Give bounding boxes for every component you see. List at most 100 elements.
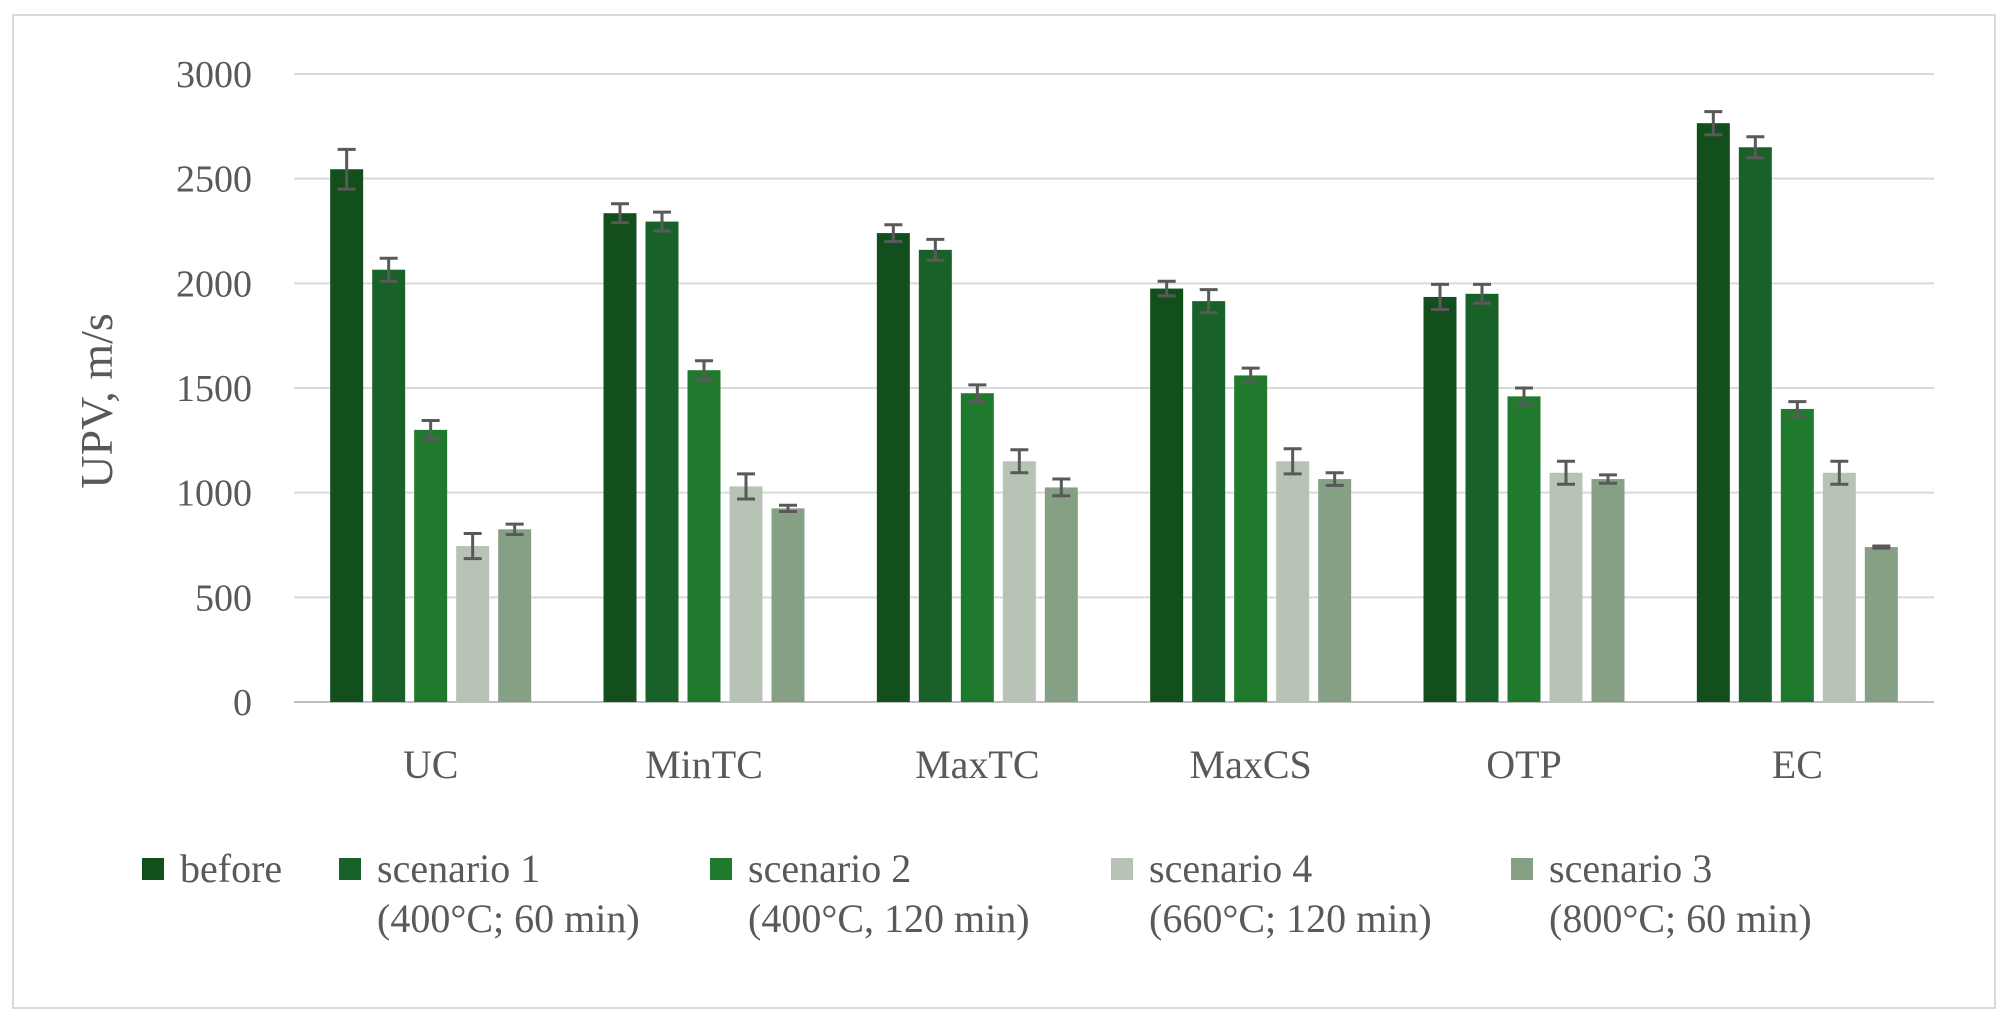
legend-item: scenario 3 (800°C; 60 min) [1511, 846, 1812, 941]
bar [1822, 472, 1856, 702]
error-bar [884, 223, 903, 243]
bar [1591, 479, 1625, 702]
legend-label: (800°C; 60 min) [1549, 896, 1812, 941]
error-bar [611, 202, 629, 225]
legend: before scenario 1(400°C; 60 min)scenario … [142, 846, 1812, 941]
bar [1044, 487, 1078, 702]
bar [1507, 396, 1541, 702]
x-category-label: MinTC [645, 742, 763, 787]
error-bar [926, 237, 945, 262]
bar [1002, 461, 1036, 702]
legend-label: before [180, 846, 282, 891]
bar [603, 213, 637, 702]
bar [330, 169, 364, 702]
bar [771, 508, 805, 702]
bar [1150, 288, 1184, 702]
x-category-label: MaxTC [915, 742, 1039, 787]
legend-label: scenario 1 [377, 846, 540, 891]
error-bar [1283, 447, 1302, 476]
gridlines [294, 73, 1934, 703]
error-bar [1830, 459, 1849, 486]
error-bar [421, 418, 440, 441]
error-bar [337, 147, 356, 191]
error-bar [505, 522, 524, 537]
bar [1864, 547, 1898, 702]
x-category-label: MaxCS [1190, 742, 1312, 787]
bar [876, 233, 910, 703]
chart-frame: 0 500 1000 1500 2000 2500 3000 UC MinTC MaxTC Max… [12, 14, 1996, 1009]
bar [1423, 296, 1457, 702]
error-bar [463, 531, 482, 561]
x-category-label: EC [1772, 742, 1823, 787]
error-bar [1788, 400, 1807, 418]
y-tick-label: 500 [195, 577, 252, 619]
error-bar [653, 210, 671, 233]
y-tick-label: 0 [233, 682, 252, 724]
error-bar [1325, 471, 1344, 487]
bar [1780, 408, 1814, 702]
error-bar [379, 256, 398, 283]
bar [918, 249, 952, 702]
bar [1276, 461, 1310, 702]
legend-label: scenario 2 [748, 846, 911, 891]
error-bar [1515, 386, 1533, 407]
legend-label: (400°C, 120 min) [748, 896, 1030, 941]
legend-item: scenario 2 (400°C, 120 min) [710, 846, 1030, 941]
y-tick-label: 1500 [176, 368, 252, 410]
error-bar [1872, 544, 1891, 550]
y-axis-title: UPV, m/s [71, 313, 122, 489]
error-bar [737, 472, 755, 501]
error-bar [1157, 279, 1176, 298]
error-bar [779, 503, 797, 514]
bar [1738, 147, 1772, 702]
y-tick-label: 3000 [176, 54, 252, 96]
legend-swatch [1111, 858, 1133, 880]
bar [687, 370, 721, 702]
error-bar [968, 383, 987, 404]
bar [1696, 123, 1730, 702]
bar [1465, 293, 1499, 702]
bar [498, 529, 532, 702]
legend-swatch [142, 858, 164, 880]
bar [645, 221, 679, 702]
y-tick-label: 1000 [176, 473, 252, 515]
legend-label: scenario 3 [1549, 846, 1712, 891]
bars [330, 123, 1898, 703]
bar [1549, 472, 1583, 702]
bar [960, 393, 994, 702]
error-bar [1052, 477, 1071, 498]
legend-label: scenario 4 [1149, 846, 1312, 891]
error-bar [695, 359, 713, 382]
bar [1192, 301, 1226, 702]
bar [1318, 479, 1352, 702]
bar [1234, 375, 1268, 702]
y-axis-ticks: 0 500 1000 1500 2000 2500 3000 [176, 54, 252, 724]
bar [414, 429, 448, 702]
upv-bar-chart: 0 500 1000 1500 2000 2500 3000 UC MinTC MaxTC Max… [71, 54, 1934, 941]
error-bar [1431, 282, 1449, 311]
error-bar [1557, 459, 1575, 486]
y-tick-label: 2500 [176, 159, 252, 201]
bar [456, 546, 490, 702]
error-bar [1746, 135, 1765, 160]
x-axis-categories: UC MinTC MaxTC MaxCS OTP EC [403, 742, 1823, 787]
error-bar [1599, 473, 1617, 485]
y-tick-label: 2000 [176, 263, 252, 305]
legend-item: scenario 4 (660°C; 120 min) [1111, 846, 1432, 941]
legend-swatch [1511, 858, 1533, 880]
legend-item: scenario 1 (400°C; 60 min) [339, 846, 640, 941]
legend-item: before [142, 846, 282, 891]
legend-label: (660°C; 120 min) [1149, 896, 1432, 941]
legend-label: (400°C; 60 min) [377, 896, 640, 941]
error-bar [1704, 110, 1723, 137]
x-category-label: OTP [1486, 742, 1562, 787]
error-bars [337, 110, 1891, 561]
error-bar [1010, 448, 1029, 475]
legend-swatch [710, 858, 732, 880]
bar [729, 486, 763, 702]
bar [372, 269, 406, 702]
error-bar [1241, 366, 1260, 385]
x-category-label: UC [403, 742, 459, 787]
legend-swatch [339, 858, 361, 880]
error-bar [1473, 282, 1491, 305]
